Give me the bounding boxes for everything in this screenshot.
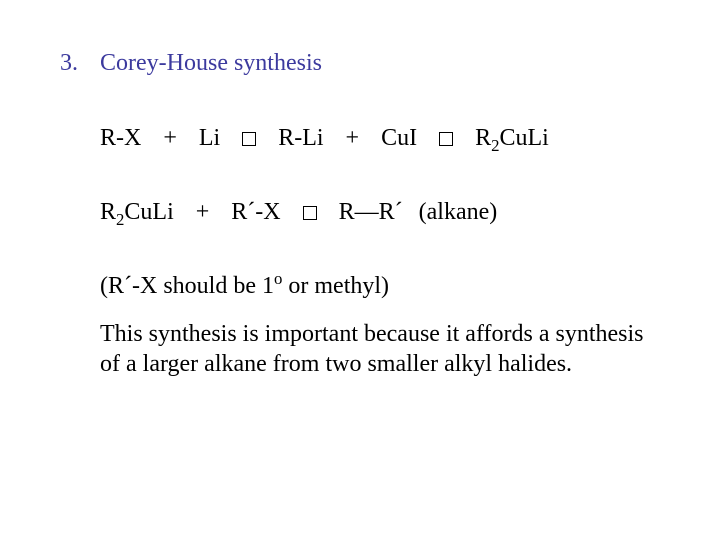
reactant-rx: R-X [100, 125, 141, 151]
text: (R´-X should be 1 [100, 273, 274, 299]
arrow-icon [242, 132, 256, 146]
slide-body: R-X + Li R-Li + CuI R2CuLi R2CuLi + R´-X… [60, 123, 650, 379]
plus-icon: + [346, 125, 360, 151]
plus-icon: + [196, 199, 210, 225]
text: R [475, 125, 491, 151]
text: or methyl) [282, 273, 389, 299]
arrow-icon [303, 206, 317, 220]
explanation-paragraph: This synthesis is important because it a… [100, 319, 650, 379]
slide-title: Corey-House synthesis [100, 50, 322, 77]
subscript: 2 [491, 136, 499, 155]
equation-2: R2CuLi + R´-X R—R´ (alkane) [100, 197, 650, 227]
list-number: 3. [60, 50, 82, 77]
equation-1: R-X + Li R-Li + CuI R2CuLi [100, 123, 650, 153]
text: CuLi [124, 199, 173, 225]
arrow-icon [439, 132, 453, 146]
product-rrprime: R—R´ [339, 199, 403, 225]
reactant-li: Li [199, 125, 220, 151]
text: R [100, 199, 116, 225]
reactant-cui: CuI [381, 125, 417, 151]
slide: 3. Corey-House synthesis R-X + Li R-Li +… [0, 0, 720, 540]
product-label: (alkane) [419, 199, 498, 225]
product-rli: R-Li [278, 125, 323, 151]
text: CuLi [500, 125, 549, 151]
heading-row: 3. Corey-House synthesis [60, 50, 650, 77]
condition-note: (R´-X should be 1o or methyl) [100, 271, 650, 301]
plus-icon: + [163, 125, 177, 151]
product-r2culi: R2CuLi [475, 125, 549, 151]
reactant-r2culi: R2CuLi [100, 199, 174, 225]
reactant-rprime-x: R´-X [231, 199, 280, 225]
